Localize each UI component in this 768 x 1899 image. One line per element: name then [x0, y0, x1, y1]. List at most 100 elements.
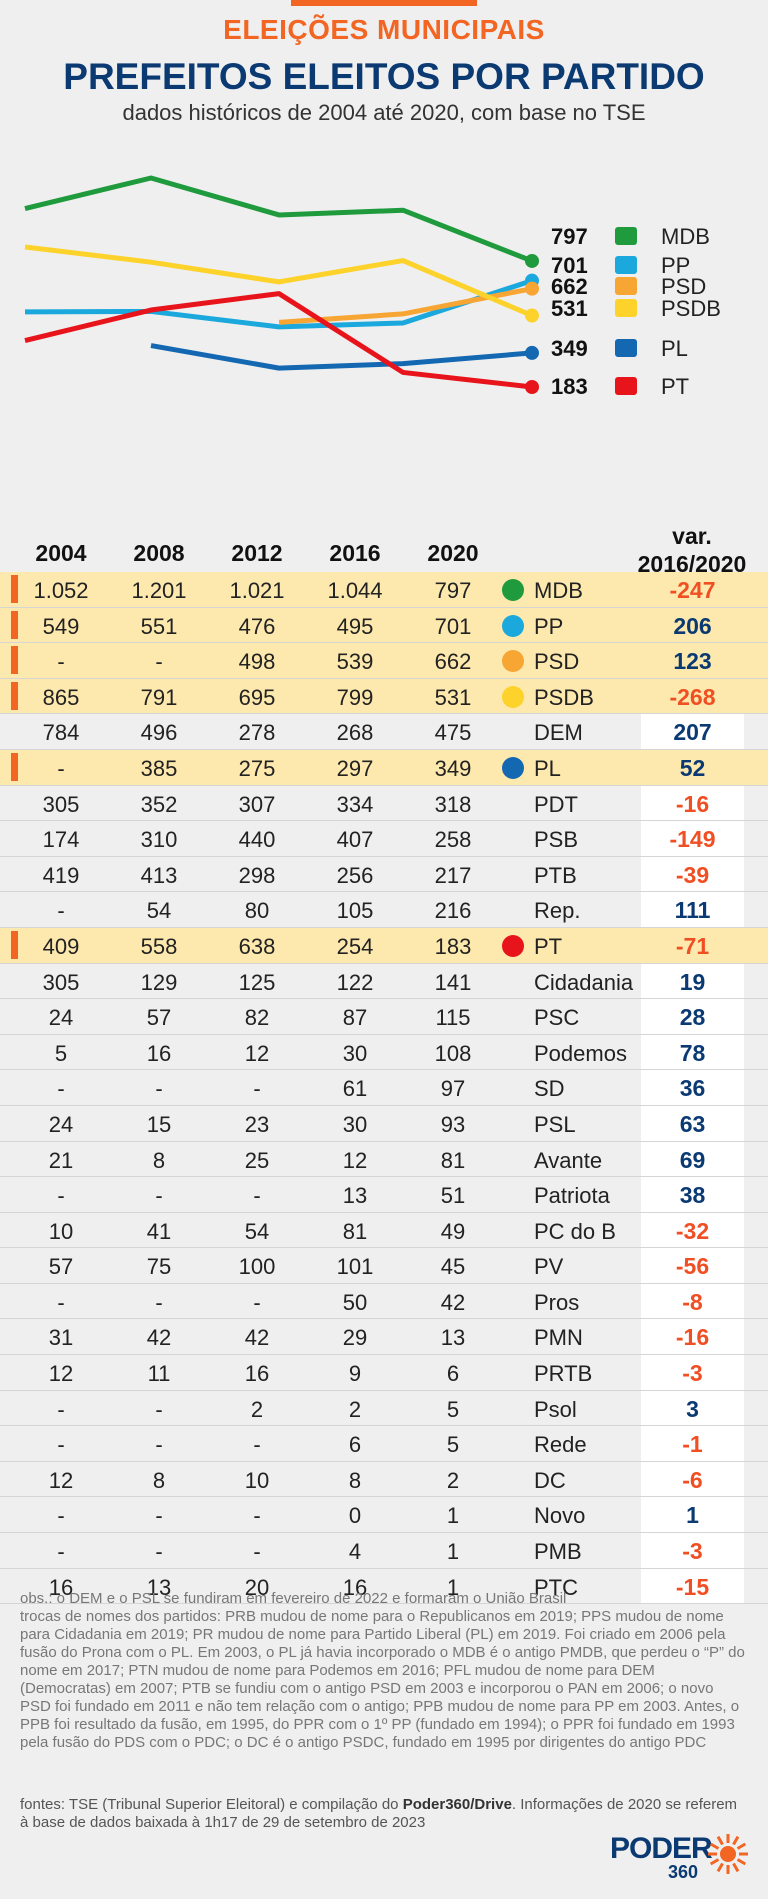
variation-value: 207 [673, 719, 712, 746]
party-name: PTC [534, 1574, 578, 1600]
series-line-psdb [24, 244, 533, 318]
cell-2012: 100 [238, 1254, 276, 1280]
highlight-marker [11, 930, 18, 959]
table-row: 305 352 307 334 318 PDT -16 [0, 785, 768, 822]
variation-value: -247 [669, 577, 716, 603]
cell-2008: - [155, 1289, 163, 1315]
variation-cell-bg [641, 714, 744, 749]
cell-2012: 82 [244, 1005, 270, 1031]
table-row: 12 8 10 8 2 DC -6 [0, 1461, 768, 1498]
poder360-logo: PODER 360 [610, 1832, 750, 1887]
series-name-label: PSDB [661, 296, 721, 321]
variation-cell-bg [641, 821, 744, 856]
cell-2008: 1.201 [131, 578, 187, 603]
series-name-label: PT [661, 374, 689, 399]
cell-2004: - [57, 1503, 65, 1529]
cell-2004: 12 [48, 1467, 74, 1493]
cell-2008: 13 [146, 1574, 172, 1600]
cell-2020: 45 [440, 1254, 466, 1280]
variation-cell-bg [641, 892, 744, 927]
table-row: 16 13 20 16 1 PTC -15 [0, 1568, 768, 1605]
cell-2012: 278 [238, 720, 276, 746]
party-logo-icon [615, 299, 637, 317]
cell-2004: - [57, 1183, 65, 1209]
party-name: SD [534, 1076, 565, 1102]
table-row: 12 11 16 9 6 PRTB -3 [0, 1355, 768, 1391]
cell-2020: 141 [434, 969, 472, 995]
series-name-label: PL [661, 336, 688, 361]
cell-2012: 25 [244, 1147, 270, 1173]
cell-2016: 30 [342, 1040, 368, 1066]
party-name: PRTB [534, 1361, 593, 1387]
party-logo-icon [615, 339, 637, 357]
cell-2008: 54 [146, 898, 172, 924]
series-endpoint-mdb [525, 253, 539, 268]
party-name: DEM [534, 720, 583, 746]
cell-2020: 1 [446, 1503, 460, 1529]
cell-2012: 16 [244, 1361, 270, 1387]
cell-2004: 1.052 [33, 578, 89, 603]
cell-2004: 16 [48, 1574, 74, 1600]
cell-2016: 6 [348, 1432, 362, 1458]
variation-value: -3 [682, 1538, 703, 1565]
series-value-label: 349 [551, 336, 588, 361]
table-row: - - - 50 42 Pros -8 [0, 1283, 768, 1320]
sun-ray [709, 1858, 720, 1866]
variation-value: 28 [679, 1004, 706, 1031]
note-obs: obs.: o DEM e o PSL se fundiram em fever… [20, 1590, 567, 1607]
data-table: 1.052 1.201 1.021 1.044 797 MDB -247 549 551 476 4… [0, 572, 768, 1605]
sun-icon [708, 1834, 748, 1874]
variation-value: 111 [674, 897, 711, 924]
party-name: PMB [534, 1539, 582, 1565]
cell-2020: 216 [434, 898, 472, 924]
variation-cell-bg [641, 1034, 744, 1070]
table-row: - - - 61 97 SD 36 [0, 1070, 768, 1106]
party-logo-icon [615, 377, 637, 395]
cell-2012: 20 [244, 1574, 270, 1600]
cell-2008: - [155, 1076, 163, 1102]
cell-2008: 41 [146, 1218, 172, 1244]
party-name: PSD [534, 649, 580, 675]
header-variation-line1: var. [672, 523, 712, 549]
cell-2008: - [155, 1503, 163, 1529]
cell-2016: 1.044 [327, 578, 383, 603]
cell-2008: 352 [140, 791, 178, 817]
table-row: - - - 13 51 Patriota 38 [0, 1177, 768, 1213]
cell-2016: 122 [336, 969, 374, 995]
cell-2012: 23 [244, 1111, 270, 1137]
cell-2004: 10 [48, 1218, 74, 1244]
table-row: - 54 80 105 216 Rep. 111 [0, 892, 768, 928]
variation-value: 3 [686, 1395, 699, 1422]
cell-2020: 108 [434, 1040, 472, 1066]
cell-2004: 24 [48, 1005, 74, 1031]
highlight-marker [11, 575, 18, 603]
variation-value: -32 [675, 1217, 710, 1244]
series-line-pl [150, 343, 533, 371]
cell-2008: - [155, 1539, 163, 1565]
cell-2004: - [57, 1396, 65, 1422]
sun-ray [732, 1835, 740, 1846]
party-name: Rep. [534, 898, 581, 924]
cell-2020: 1 [446, 1574, 460, 1600]
cell-2012: 298 [238, 862, 276, 888]
series-name-label: MDB [661, 224, 710, 249]
table-row: - - - 6 5 Rede -1 [0, 1426, 768, 1462]
cell-2004: 57 [48, 1254, 74, 1280]
series-endpoint-psdb [525, 308, 539, 323]
cell-2016: 799 [336, 684, 374, 710]
series-endpoint-psd [525, 281, 539, 296]
cell-2008: - [155, 1432, 163, 1458]
table-row: - - - 0 1 Novo 1 [0, 1497, 768, 1534]
cell-2008: 791 [140, 684, 178, 710]
header-variation: var. 2016/2020 [622, 522, 762, 578]
cell-2008: - [155, 1396, 163, 1422]
cell-2016: 13 [342, 1183, 368, 1209]
sun-ray [732, 1862, 740, 1873]
logo-main: PODER [610, 1832, 713, 1865]
variation-value: -1 [682, 1431, 703, 1458]
cell-2020: 97 [440, 1076, 466, 1102]
variation-cell-bg [641, 856, 744, 892]
cell-2008: - [155, 1183, 163, 1209]
cell-2012: 638 [238, 933, 276, 959]
party-name: Avante [534, 1147, 603, 1173]
